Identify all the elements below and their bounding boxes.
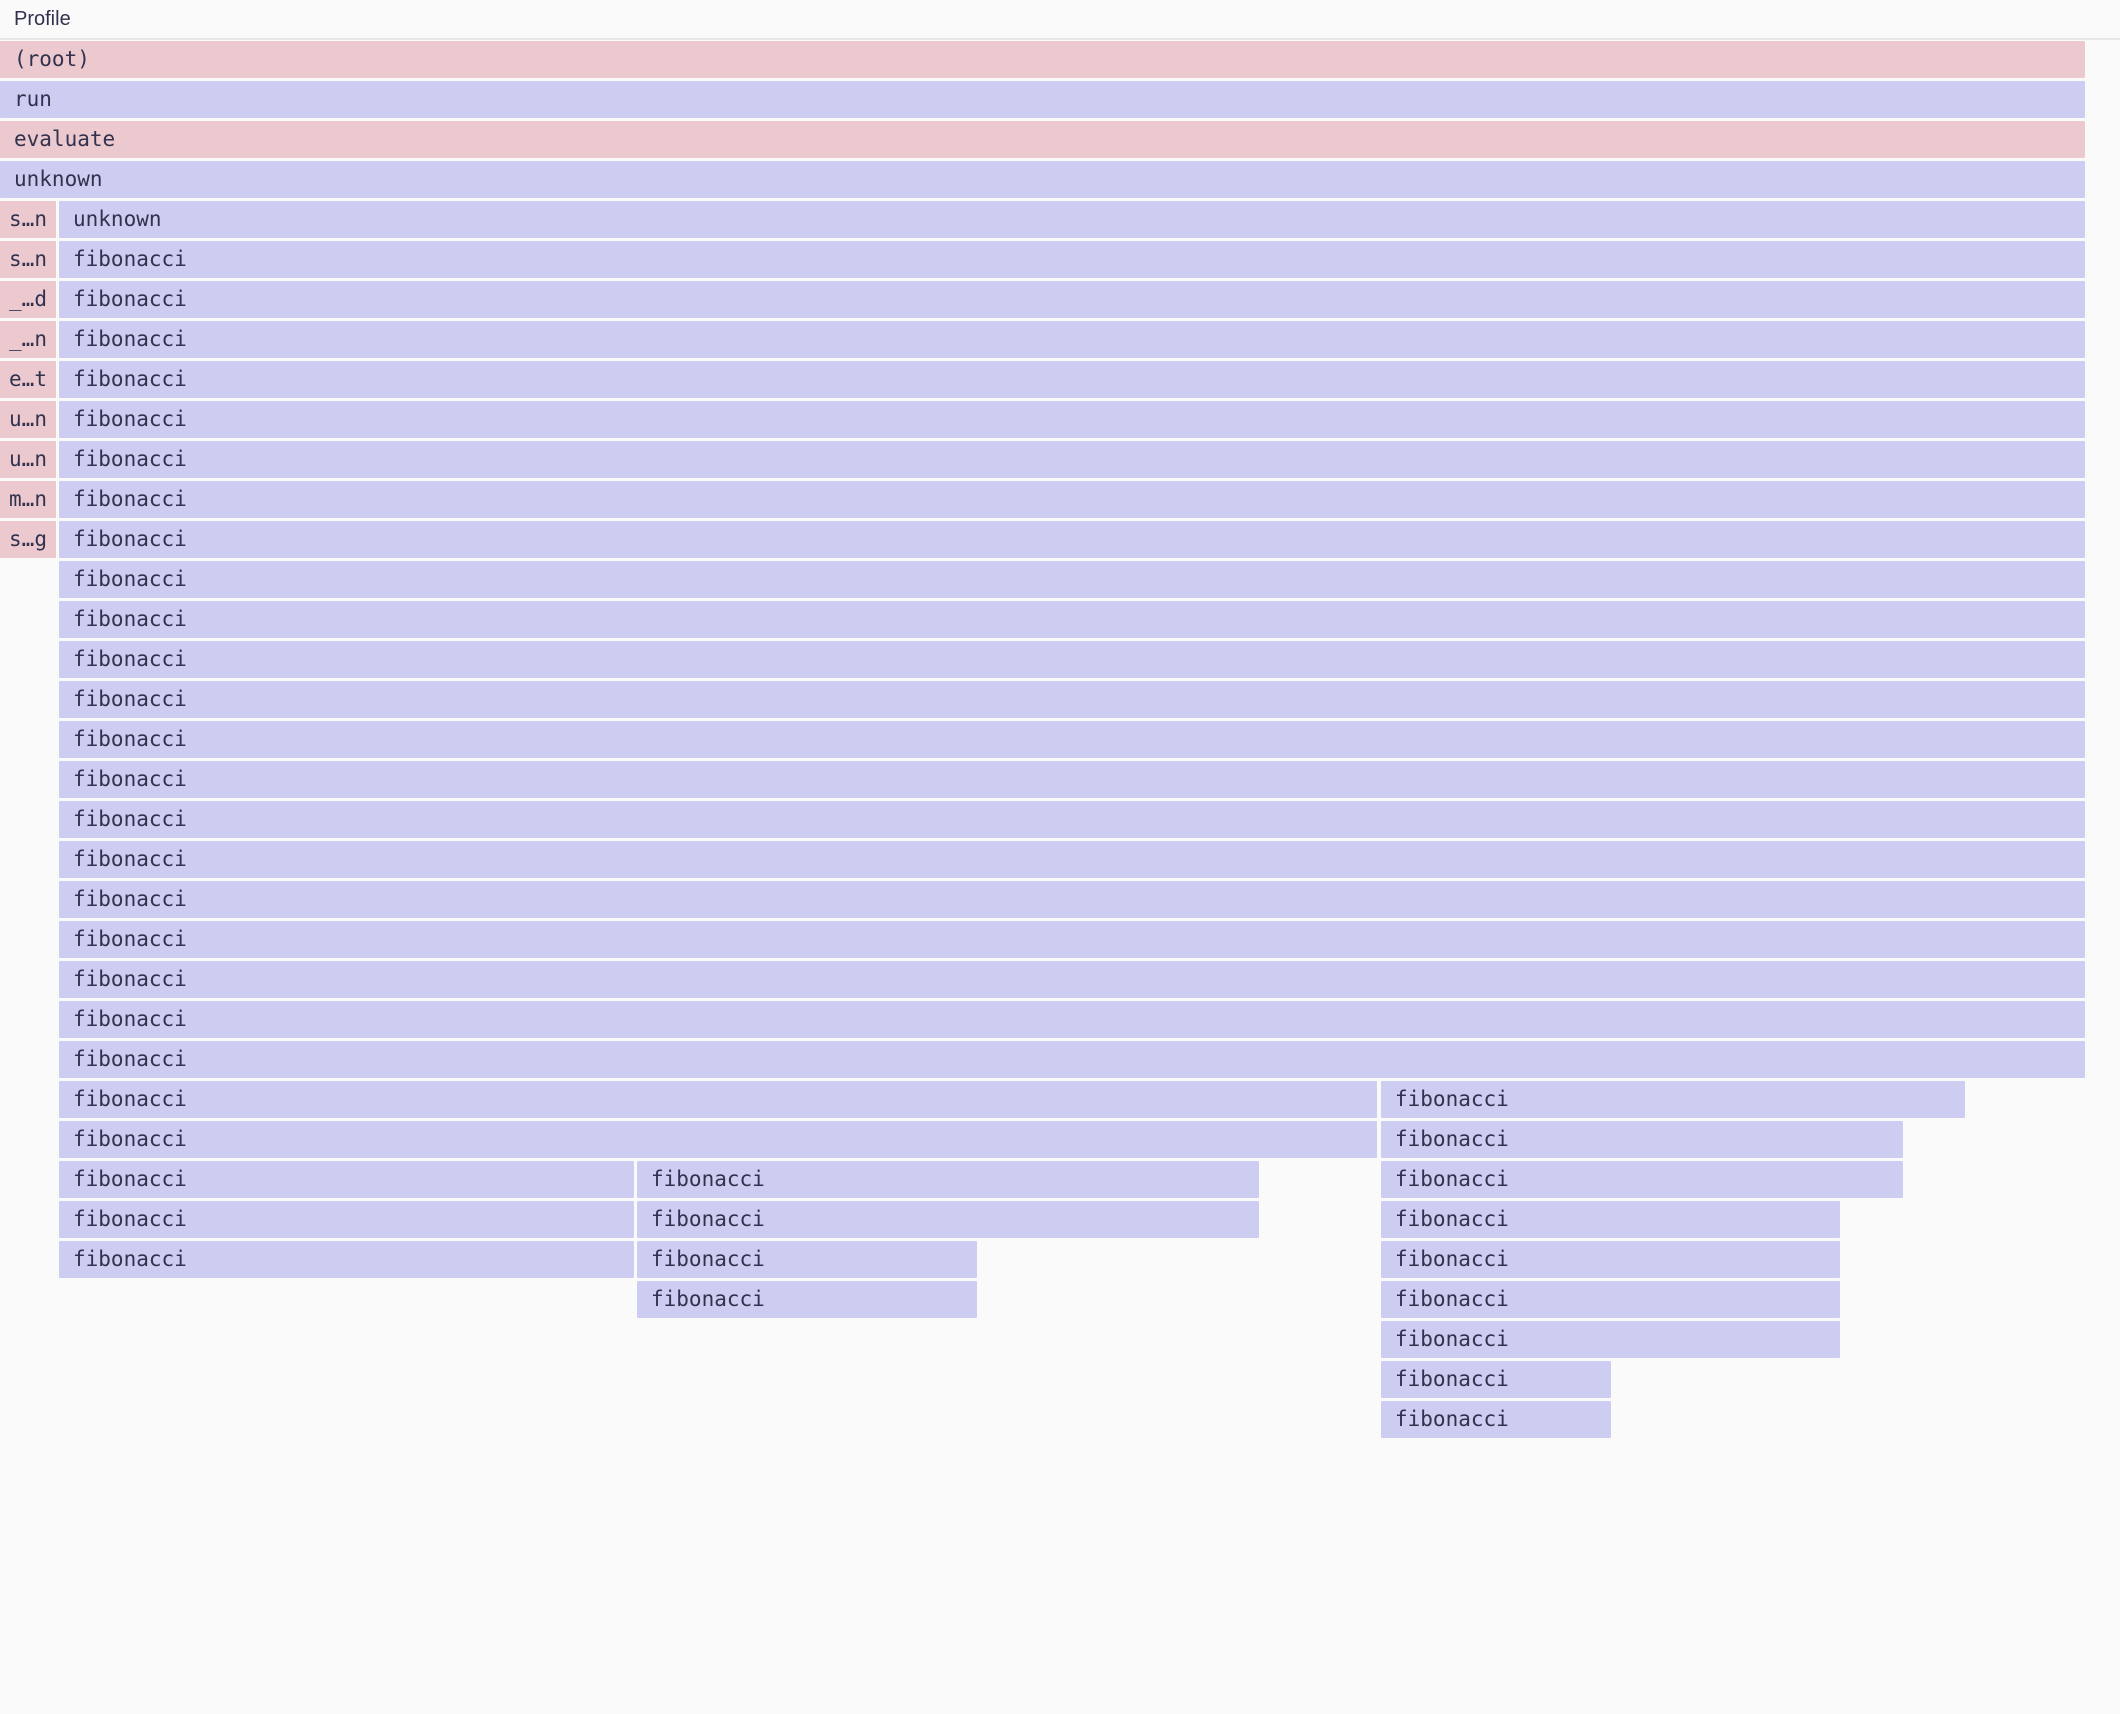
flame-frame[interactable]: fibonacci bbox=[59, 761, 2085, 798]
flame-frame[interactable]: fibonacci bbox=[59, 1081, 1377, 1118]
flame-frame[interactable]: fibonacci bbox=[59, 441, 2085, 478]
flame-row: unknown bbox=[0, 161, 2120, 198]
flame-frame[interactable]: fibonacci bbox=[1381, 1401, 1611, 1438]
flame-frame[interactable]: fibonacci bbox=[1381, 1081, 1965, 1118]
flame-frame[interactable]: fibonacci bbox=[59, 1241, 634, 1278]
flame-row: s…g fibonacci bbox=[0, 521, 2120, 558]
flame-row: fibonacci bbox=[0, 881, 2120, 918]
flame-row: fibonacci bbox=[0, 801, 2120, 838]
flame-row: fibonacci fibonacci bbox=[0, 1281, 2120, 1318]
flame-row: fibonacci bbox=[0, 1041, 2120, 1078]
flame-row: e…t fibonacci bbox=[0, 361, 2120, 398]
flame-row: _…d fibonacci bbox=[0, 281, 2120, 318]
flame-frame[interactable]: fibonacci bbox=[59, 561, 2085, 598]
flame-frame-truncated[interactable]: s…g bbox=[0, 521, 56, 558]
flame-frame-truncated[interactable]: s…n bbox=[0, 241, 56, 278]
flame-frame-truncated[interactable]: s…n bbox=[0, 201, 56, 238]
flame-row: fibonacci bbox=[0, 601, 2120, 638]
flame-row: fibonacci fibonacci fibonacci bbox=[0, 1241, 2120, 1278]
flame-frame[interactable]: fibonacci bbox=[59, 601, 2085, 638]
flame-frame[interactable]: fibonacci bbox=[59, 801, 2085, 838]
flame-frame[interactable]: fibonacci bbox=[59, 401, 2085, 438]
flame-frame[interactable]: fibonacci bbox=[59, 961, 2085, 998]
flame-row: s…n unknown bbox=[0, 201, 2120, 238]
flame-frame[interactable]: fibonacci bbox=[1381, 1281, 1840, 1318]
flame-frame[interactable]: fibonacci bbox=[1381, 1121, 1903, 1158]
flame-row: (root) bbox=[0, 41, 2120, 78]
flame-frame[interactable]: fibonacci bbox=[59, 241, 2085, 278]
flame-row: fibonacci fibonacci fibonacci bbox=[0, 1161, 2120, 1198]
flame-frame-truncated[interactable]: _…d bbox=[0, 281, 56, 318]
flame-frame[interactable]: fibonacci bbox=[1381, 1241, 1840, 1278]
flame-row: _…n fibonacci bbox=[0, 321, 2120, 358]
flame-frame[interactable]: fibonacci bbox=[637, 1201, 1259, 1238]
flame-frame[interactable]: unknown bbox=[59, 201, 2085, 238]
flame-frame[interactable]: fibonacci bbox=[59, 1121, 1377, 1158]
flame-row: fibonacci bbox=[0, 1001, 2120, 1038]
flame-frame[interactable]: run bbox=[0, 81, 2085, 118]
flame-frame[interactable]: fibonacci bbox=[59, 681, 2085, 718]
flame-frame[interactable]: fibonacci bbox=[1381, 1321, 1840, 1358]
flame-frame-truncated[interactable]: m…n bbox=[0, 481, 56, 518]
flame-row: fibonacci bbox=[0, 681, 2120, 718]
flame-frame[interactable]: (root) bbox=[0, 41, 2085, 78]
flame-frame[interactable]: fibonacci bbox=[59, 841, 2085, 878]
flame-row: fibonacci bbox=[0, 1401, 2120, 1438]
flame-frame[interactable]: fibonacci bbox=[59, 481, 2085, 518]
flame-row: s…n fibonacci bbox=[0, 241, 2120, 278]
flame-row: fibonacci bbox=[0, 921, 2120, 958]
flame-frame[interactable]: fibonacci bbox=[59, 641, 2085, 678]
flame-frame[interactable]: fibonacci bbox=[59, 281, 2085, 318]
flame-row: fibonacci bbox=[0, 841, 2120, 878]
flame-row: fibonacci bbox=[0, 1321, 2120, 1358]
flame-frame[interactable]: fibonacci bbox=[59, 921, 2085, 958]
flame-frame[interactable]: unknown bbox=[0, 161, 2085, 198]
flame-row: fibonacci bbox=[0, 561, 2120, 598]
flame-frame-truncated[interactable]: u…n bbox=[0, 401, 56, 438]
flame-frame-truncated[interactable]: u…n bbox=[0, 441, 56, 478]
flame-row: fibonacci bbox=[0, 721, 2120, 758]
flame-row: m…n fibonacci bbox=[0, 481, 2120, 518]
flame-frame[interactable]: fibonacci bbox=[1381, 1361, 1611, 1398]
flame-frame[interactable]: fibonacci bbox=[1381, 1161, 1903, 1198]
flame-row: fibonacci fibonacci fibonacci bbox=[0, 1201, 2120, 1238]
profile-tab-header: Profile bbox=[0, 0, 2120, 40]
flame-row: fibonacci fibonacci bbox=[0, 1081, 2120, 1118]
flame-frame[interactable]: fibonacci bbox=[637, 1281, 977, 1318]
flame-frame[interactable]: fibonacci bbox=[637, 1241, 977, 1278]
flame-row: fibonacci bbox=[0, 761, 2120, 798]
flame-frame[interactable]: fibonacci bbox=[1381, 1201, 1840, 1238]
flame-row: u…n fibonacci bbox=[0, 441, 2120, 478]
flame-row: fibonacci bbox=[0, 641, 2120, 678]
flame-frame[interactable]: fibonacci bbox=[59, 1201, 634, 1238]
flame-frame[interactable]: fibonacci bbox=[59, 721, 2085, 758]
flame-row: fibonacci bbox=[0, 1361, 2120, 1398]
flame-row: u…n fibonacci bbox=[0, 401, 2120, 438]
flame-row: run bbox=[0, 81, 2120, 118]
flame-frame[interactable]: fibonacci bbox=[637, 1161, 1259, 1198]
flame-frame[interactable]: fibonacci bbox=[59, 1001, 2085, 1038]
flame-frame[interactable]: fibonacci bbox=[59, 1161, 634, 1198]
flame-row: fibonacci bbox=[0, 961, 2120, 998]
flame-frame[interactable]: fibonacci bbox=[59, 321, 2085, 358]
page-title: Profile bbox=[14, 8, 71, 30]
flame-row: evaluate bbox=[0, 121, 2120, 158]
flame-frame-truncated[interactable]: e…t bbox=[0, 361, 56, 398]
flame-frame[interactable]: evaluate bbox=[0, 121, 2085, 158]
flame-frame[interactable]: fibonacci bbox=[59, 361, 2085, 398]
flame-frame[interactable]: fibonacci bbox=[59, 1041, 2085, 1078]
flame-row: fibonacci fibonacci bbox=[0, 1121, 2120, 1158]
flame-frame[interactable]: fibonacci bbox=[59, 521, 2085, 558]
flame-frame-truncated[interactable]: _…n bbox=[0, 321, 56, 358]
flame-frame[interactable]: fibonacci bbox=[59, 881, 2085, 918]
